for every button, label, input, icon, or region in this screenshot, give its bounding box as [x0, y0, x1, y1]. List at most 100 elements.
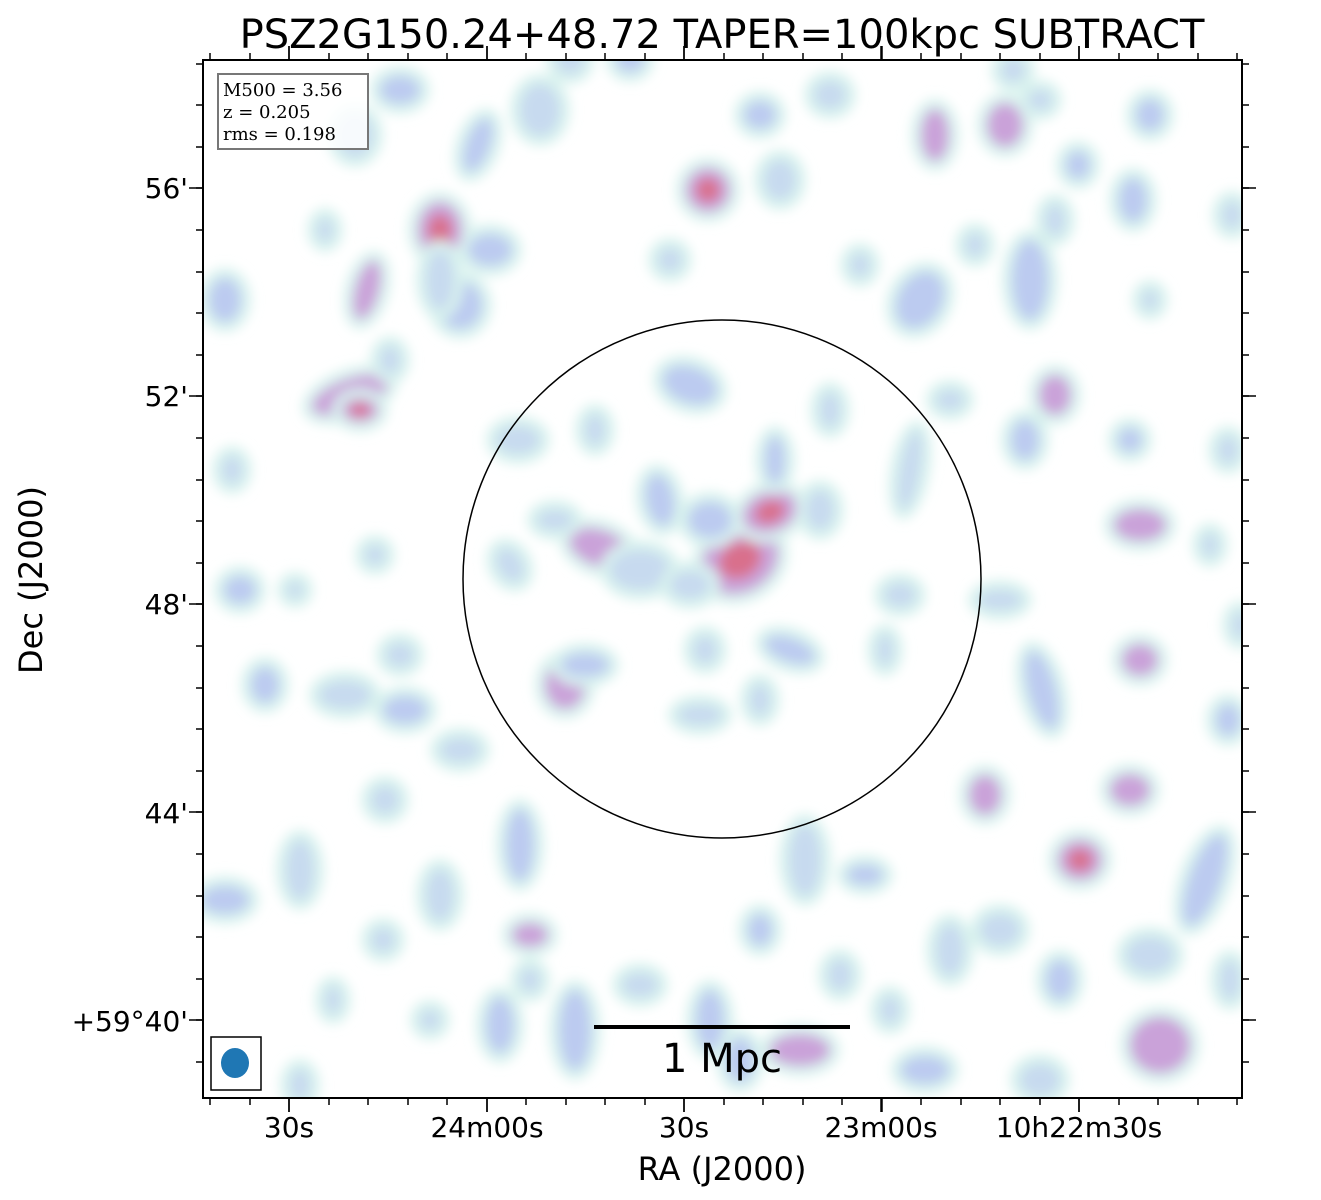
- axis-ticks: [189, 46, 1256, 1112]
- emission-blob: [726, 1038, 754, 1082]
- emission-blob: [420, 1010, 440, 1030]
- emission-blob: [814, 81, 846, 109]
- emission-blob: [1024, 651, 1060, 729]
- emission-blob: [463, 118, 493, 172]
- emission-blob: [765, 436, 785, 484]
- emission-peak: [427, 214, 453, 246]
- emission-blob: [610, 550, 670, 590]
- chart-title: PSZ2G150.24+48.72 TAPER=100kpc SUBTRACT: [240, 12, 1205, 58]
- emission-blob: [1122, 644, 1158, 676]
- emission-blob: [440, 738, 480, 762]
- emission-blob: [353, 260, 381, 320]
- emission-blob: [1028, 90, 1052, 110]
- emission-blob: [806, 490, 834, 530]
- emission-blob: [520, 968, 540, 992]
- info-rms: rms = 0.198: [223, 124, 336, 145]
- emission-blob: [850, 253, 870, 277]
- y-tick-label: 52': [145, 380, 188, 413]
- emission-blob: [828, 959, 852, 991]
- emission-blob: [371, 928, 395, 952]
- emission-blob: [1136, 99, 1164, 131]
- emission-blob: [884, 583, 916, 607]
- emission-blob: [371, 786, 399, 814]
- emission-blob: [286, 840, 314, 900]
- emission-blob: [820, 392, 840, 428]
- emission-blob: [506, 809, 534, 881]
- emission-blob: [770, 1034, 830, 1066]
- emission-blob: [380, 346, 400, 374]
- emission-blob: [319, 681, 371, 709]
- emission-blob: [744, 101, 776, 129]
- emission-blob: [764, 160, 796, 200]
- emission-blob: [987, 103, 1023, 147]
- emission-blob: [897, 430, 923, 510]
- emission-peak: [695, 177, 721, 203]
- emission-blob: [383, 696, 427, 724]
- emission-blob: [559, 990, 591, 1070]
- emission-blob: [688, 502, 732, 538]
- emission-blob: [696, 990, 724, 1050]
- emission-blob: [1220, 960, 1240, 1000]
- emission-blob: [693, 636, 717, 664]
- emission-blob: [317, 218, 333, 242]
- x-tick-label: 24m00s: [430, 1111, 543, 1144]
- emission-blob: [426, 250, 454, 310]
- emission-blob: [895, 271, 945, 329]
- emission-blob: [496, 426, 540, 454]
- emission-blob: [325, 986, 341, 1014]
- emission-blob: [1216, 704, 1240, 736]
- y-tick-label: 48': [145, 588, 188, 621]
- y-tick-label: +59°40': [72, 1005, 188, 1038]
- emission-blob: [1126, 937, 1174, 973]
- emission-blob: [1012, 240, 1048, 320]
- emission-blob: [251, 667, 279, 703]
- emission-blob: [1232, 611, 1242, 639]
- emission-blob: [789, 824, 821, 896]
- info-m500: M500 = 3.56: [223, 80, 342, 101]
- emission-blob: [880, 996, 900, 1024]
- beam-ellipse: [221, 1048, 249, 1078]
- emission-blob: [678, 705, 722, 725]
- x-tick-label: 23m00s: [824, 1111, 937, 1144]
- x-tick-label: 10h22m30s: [996, 1111, 1163, 1144]
- emission-blob: [365, 545, 385, 565]
- emission-blob: [1142, 290, 1158, 310]
- emission-blob: [512, 923, 548, 947]
- emission-blob: [468, 234, 512, 266]
- emission-blob: [290, 1069, 310, 1098]
- emission-blob: [748, 914, 772, 946]
- emission-blob: [1046, 960, 1074, 1000]
- emission-blob: [496, 548, 524, 582]
- emission-blob: [978, 590, 1022, 610]
- emission-peak: [719, 541, 761, 579]
- emission-blob: [1118, 428, 1142, 452]
- emission-blob: [224, 576, 256, 604]
- emission-blob: [980, 914, 1020, 946]
- emission-blob: [1011, 420, 1039, 460]
- y-axis-label: Dec (J2000): [12, 486, 50, 674]
- emission-blob: [965, 233, 985, 257]
- emission-blob: [921, 109, 949, 161]
- y-tick-label: 56': [145, 172, 188, 205]
- emission-blob: [670, 571, 710, 599]
- emission-peak: [350, 403, 370, 417]
- emission-blob: [969, 775, 1001, 815]
- plot-frame: [202, 59, 1243, 1099]
- emission-blob: [1218, 436, 1238, 464]
- emission-blob: [765, 635, 815, 665]
- emission-blob: [901, 1056, 949, 1084]
- emission-blob: [556, 60, 584, 74]
- emission-blob: [203, 886, 249, 914]
- emission-blob: [287, 582, 303, 598]
- emission-peak: [1067, 849, 1093, 871]
- y-tick-label: 44': [145, 797, 188, 830]
- emission-blob: [426, 869, 454, 921]
- emission-blob: [585, 414, 605, 446]
- emission-blob: [537, 510, 573, 530]
- emission-blob: [936, 924, 964, 976]
- y-tick-labels: +59°40' 44' 48' 52' 56': [72, 172, 188, 1038]
- emission-blob: [1020, 1064, 1060, 1096]
- emission-blob: [386, 643, 414, 667]
- emission-blob: [936, 390, 964, 410]
- emission-blob: [1066, 151, 1090, 179]
